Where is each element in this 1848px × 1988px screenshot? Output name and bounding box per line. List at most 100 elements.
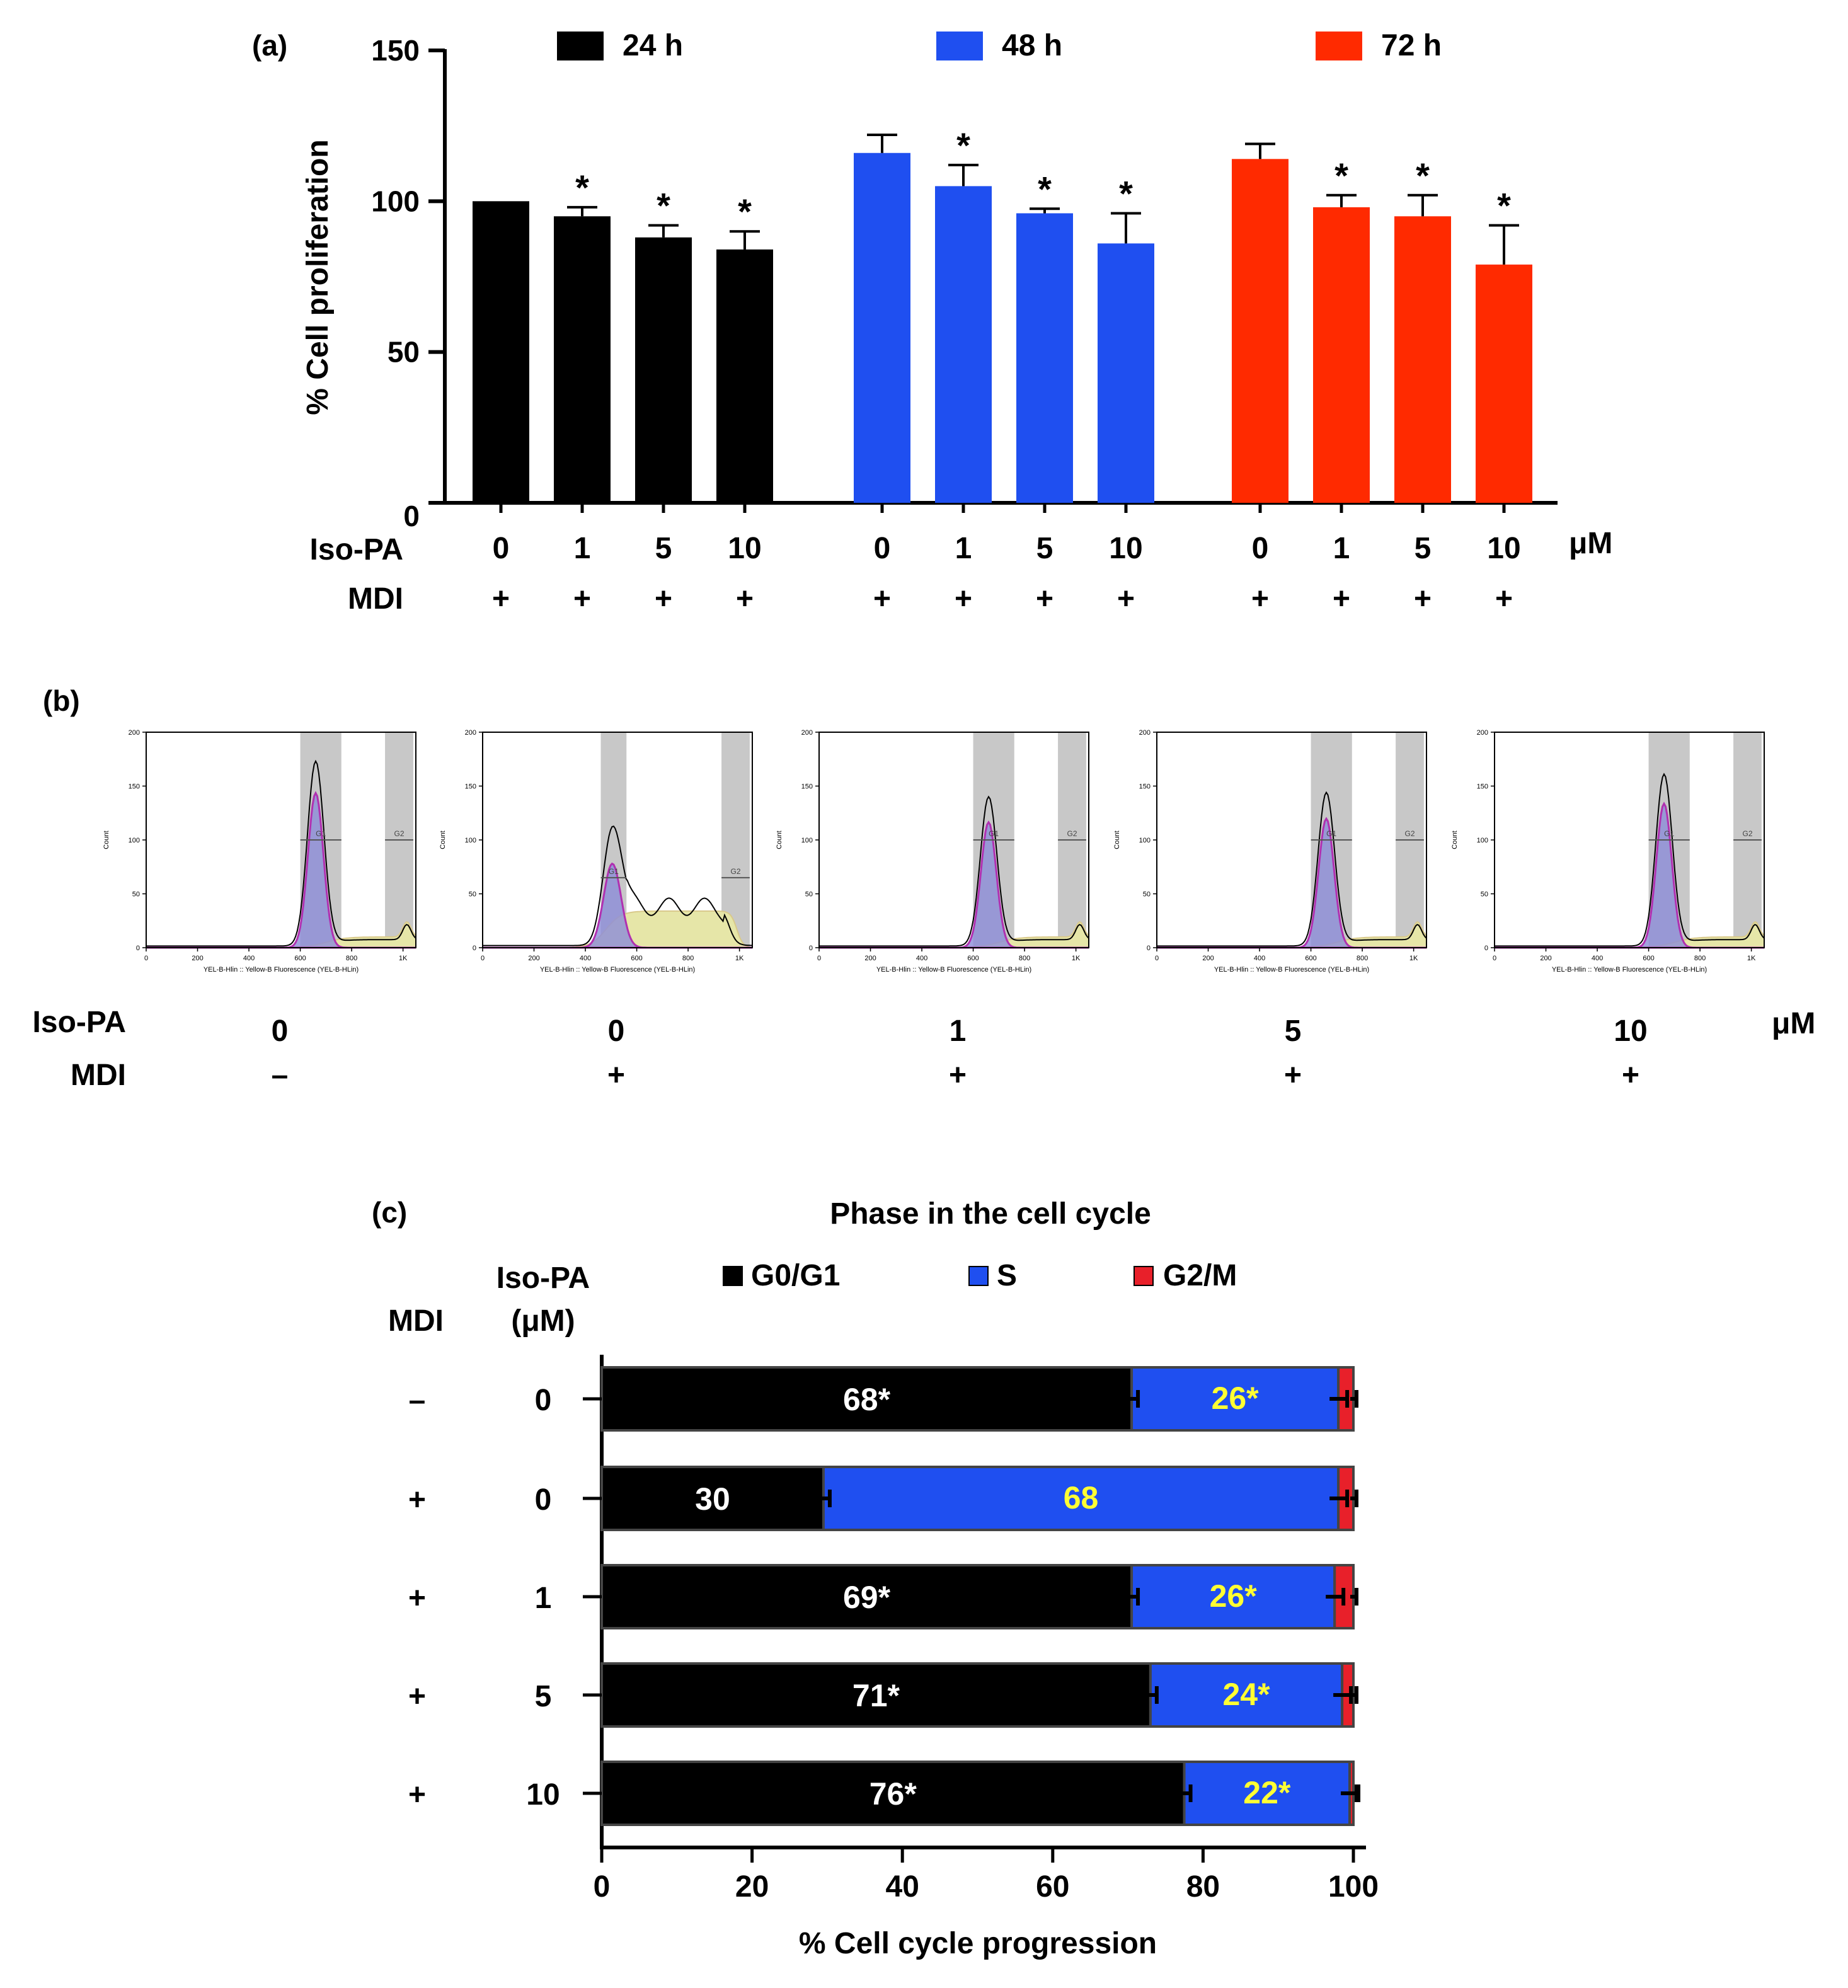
- s-value-label: 26*: [1212, 1381, 1260, 1416]
- hist-y-axis-title: Count: [103, 830, 110, 849]
- row-iso-pa: 1: [535, 1582, 552, 1615]
- hist-x-tick-label: 600: [631, 955, 642, 962]
- hist-y-tick-label: 50: [1481, 891, 1488, 899]
- y-tick-label: 150: [371, 34, 420, 67]
- hist-y-tick-label: 200: [129, 729, 140, 737]
- mdi-label: +: [1414, 582, 1432, 616]
- x-tick-label: 80: [1186, 1870, 1220, 1904]
- hist-y-tick-label: 0: [136, 945, 140, 952]
- y-tick-label: 50: [387, 336, 420, 369]
- bar-s: [1149, 1662, 1344, 1728]
- dose-label: 10: [1109, 532, 1142, 565]
- g1-model-fill: [1495, 802, 1764, 949]
- legend-swatch-2: [1133, 1266, 1154, 1286]
- mdi-label: +: [492, 582, 510, 616]
- condition-mdi: +: [1284, 1059, 1302, 1092]
- g1-gate-label: G1: [1664, 829, 1674, 838]
- bar-g0g1: [600, 1564, 1133, 1629]
- significance-star: *: [575, 168, 589, 207]
- g1-gate-label: G1: [989, 829, 999, 838]
- significance-star: *: [1334, 156, 1348, 195]
- hist-y-tick-label: 0: [473, 945, 476, 952]
- histogram-curve: [483, 825, 753, 946]
- mdi-label: +: [1036, 582, 1053, 616]
- hist-y-tick-label: 50: [1143, 891, 1151, 899]
- dose-label: 5: [1415, 532, 1432, 565]
- dose-label: 0: [493, 532, 510, 565]
- histogram-curve: [146, 759, 416, 947]
- hist-y-tick-label: 150: [1477, 783, 1488, 791]
- mdi-label: +: [1251, 582, 1269, 616]
- legend-label: S: [997, 1259, 1017, 1292]
- bar: [1476, 264, 1532, 503]
- hist-y-tick-label: 100: [1139, 837, 1151, 844]
- hist-x-tick-label: 1K: [399, 955, 408, 962]
- bar: [716, 249, 773, 503]
- histogram-curve: [819, 795, 1089, 947]
- panel-c-cell-cycle-stacked-chart: (c) Phase in the cell cycle G0/G1 S G2/M Iso…: [372, 1196, 1379, 1960]
- hist-x-tick-label: 800: [682, 955, 694, 962]
- hist-y-tick-label: 0: [809, 945, 813, 952]
- dose-label: 10: [1487, 532, 1520, 565]
- histogram-plot: G1 G2 0 50 100 150 200 0 200 400 600 800 1K Count YEL-…: [776, 729, 1089, 974]
- chart-title: Phase in the cell cycle: [830, 1197, 1151, 1231]
- hist-x-tick-label: 400: [580, 955, 591, 962]
- legend-label: G0/G1: [751, 1259, 840, 1292]
- hist-x-tick-label: 400: [1592, 955, 1603, 962]
- sg2-model-fill: [1157, 921, 1427, 948]
- g2-gate-label: G2: [1067, 829, 1077, 838]
- legend-swatch-1: [936, 32, 983, 60]
- hist-x-tick-label: 200: [1540, 955, 1551, 962]
- histogram-curve: [1495, 773, 1765, 947]
- condition-iso-pa: 0: [272, 1014, 289, 1048]
- hist-x-tick-label: 1K: [1747, 955, 1756, 962]
- row-label-mdi: MDI: [348, 582, 403, 616]
- bar: [1098, 243, 1154, 503]
- hist-x-tick-label: 800: [346, 955, 357, 962]
- plot-frame: [1156, 732, 1427, 948]
- x-tick-label: 100: [1328, 1870, 1379, 1904]
- mdi-label: +: [873, 582, 891, 616]
- hist-x-tick-label: 400: [243, 955, 255, 962]
- x-tick-label: 0: [594, 1870, 611, 1904]
- hist-x-axis-title: YEL-B-Hlin :: Yellow-B Fluorescence (YEL…: [876, 966, 1031, 974]
- hist-y-tick-label: 200: [465, 729, 476, 737]
- g0g1-value-label: 30: [695, 1481, 730, 1517]
- mdi-label: +: [1117, 582, 1135, 616]
- unit-label: μM: [1772, 1007, 1815, 1040]
- hist-x-tick-label: 400: [1254, 955, 1265, 962]
- panel-label-c: (c): [372, 1196, 407, 1229]
- bar-s: [1130, 1366, 1340, 1432]
- histogram-plot: G1 G2 0 50 100 150 200 0 200 400 600 800 1K Count YEL-…: [439, 729, 753, 974]
- hist-y-tick-label: 150: [801, 783, 813, 791]
- hist-x-axis-title: YEL-B-Hlin :: Yellow-B Fluorescence (YEL…: [204, 966, 359, 974]
- hist-y-tick-label: 50: [805, 891, 813, 899]
- row-mdi: +: [408, 1680, 426, 1713]
- hist-x-tick-label: 800: [1019, 955, 1030, 962]
- hist-x-tick-label: 600: [1305, 955, 1316, 962]
- row-label-iso-pa: Iso-PA: [33, 1006, 126, 1039]
- hist-y-tick-label: 100: [801, 837, 813, 844]
- legend-label: 72 h: [1381, 29, 1442, 62]
- legend-swatch-0: [557, 32, 604, 60]
- legend-swatch-0: [723, 1266, 743, 1286]
- row-mdi: –: [409, 1384, 426, 1417]
- condition-mdi: +: [607, 1059, 625, 1092]
- x-tick-label: 40: [886, 1870, 919, 1904]
- bar-g0g1: [600, 1761, 1186, 1826]
- hist-x-tick-label: 200: [864, 955, 876, 962]
- x-tick-label: 20: [735, 1870, 769, 1904]
- mdi-label: +: [955, 582, 972, 616]
- hist-y-tick-label: 150: [465, 783, 476, 791]
- g2-gate-label: G2: [394, 829, 404, 838]
- bar: [935, 186, 992, 503]
- g2-gate-label: G2: [1404, 829, 1415, 838]
- bar: [635, 237, 692, 503]
- bar: [554, 216, 611, 503]
- hist-x-tick-label: 0: [1493, 955, 1496, 962]
- g2-gate-label: G2: [1742, 829, 1752, 838]
- hist-y-tick-label: 50: [132, 891, 140, 899]
- hist-y-tick-label: 150: [1139, 783, 1151, 791]
